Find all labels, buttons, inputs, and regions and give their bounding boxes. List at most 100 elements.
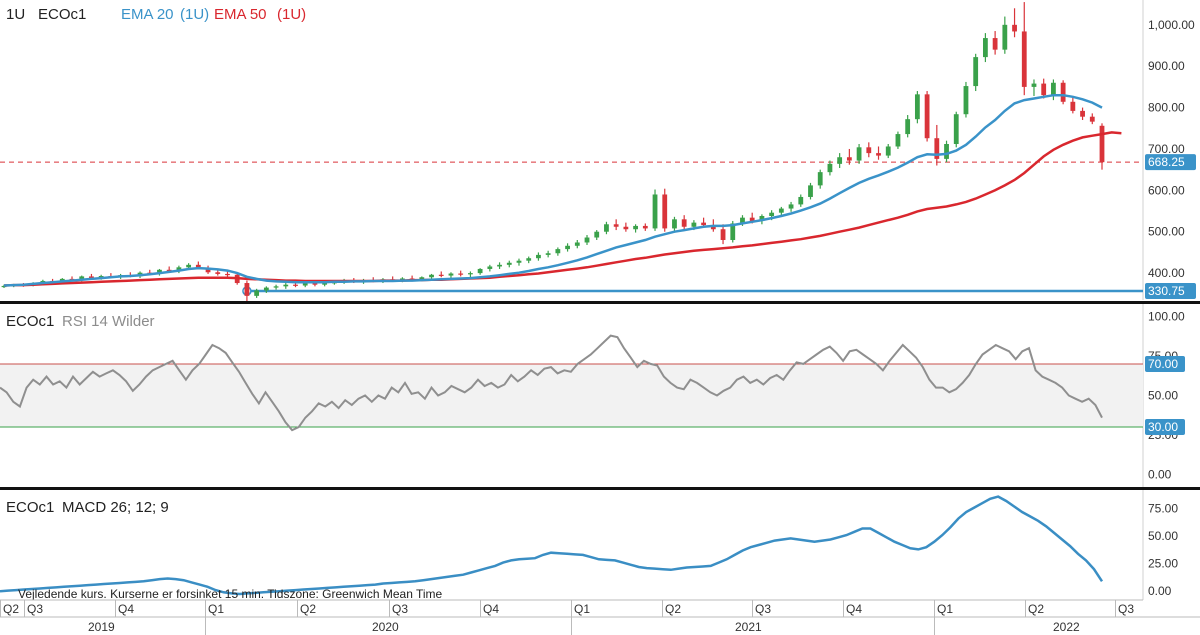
candle-body xyxy=(944,144,949,159)
candle xyxy=(516,258,522,266)
candle-body xyxy=(419,277,425,280)
candle-body xyxy=(1080,110,1085,117)
candle-body xyxy=(506,262,512,265)
quarter-label: Q3 xyxy=(392,602,408,616)
year-label: 2019 xyxy=(88,620,115,634)
candle-body xyxy=(953,114,959,144)
candle xyxy=(953,111,959,148)
candle xyxy=(672,216,677,233)
candle xyxy=(642,223,648,231)
candle-body xyxy=(1041,83,1047,96)
candle-body xyxy=(545,253,551,255)
candle-body xyxy=(604,224,609,232)
candle-body xyxy=(982,38,988,58)
candle-body xyxy=(759,216,765,221)
candle-body xyxy=(652,194,658,229)
candle-body xyxy=(302,283,308,286)
rsi-tick-label: 0.00 xyxy=(1148,467,1172,481)
candle-body xyxy=(584,237,590,243)
price-tick-label: 800.00 xyxy=(1148,101,1185,115)
quarter-label: Q2 xyxy=(665,602,681,616)
candle xyxy=(584,235,590,245)
candle xyxy=(1002,16,1008,54)
candle-body xyxy=(1089,116,1095,122)
price-tick-label: 600.00 xyxy=(1148,183,1185,197)
candle xyxy=(827,160,833,176)
quarter-label: Q1 xyxy=(208,602,224,616)
candle xyxy=(720,224,726,245)
candle xyxy=(1051,79,1056,101)
candle-body xyxy=(1051,82,1056,96)
candle xyxy=(594,230,600,240)
candle xyxy=(526,256,532,264)
candle-body xyxy=(555,249,561,254)
candle-body xyxy=(244,283,250,296)
macd-symbol: ECOc1 xyxy=(6,499,54,516)
candle-body xyxy=(866,147,872,154)
quarter-label: Q3 xyxy=(27,602,43,616)
candle-body xyxy=(691,222,697,227)
macd-label: MACD 26; 12; 9 xyxy=(62,499,169,516)
candle-body xyxy=(934,138,940,159)
candle-body xyxy=(769,212,775,216)
candle xyxy=(934,124,940,166)
macd-tick-label: 0.00 xyxy=(1148,584,1172,598)
candle xyxy=(876,146,881,160)
candle xyxy=(817,169,823,189)
candle-body xyxy=(565,245,570,250)
macd-tick-label: 50.00 xyxy=(1148,529,1178,543)
candle xyxy=(982,33,988,63)
candle xyxy=(283,283,289,289)
candle-body xyxy=(1002,24,1008,50)
symbol-label: ECOc1 xyxy=(38,6,86,23)
price-tick-label: 400.00 xyxy=(1148,266,1185,280)
candle-body xyxy=(166,269,172,272)
candle-body xyxy=(497,264,502,267)
candle-body xyxy=(458,273,464,275)
ema20-period: (1U) xyxy=(180,6,209,23)
candle xyxy=(1021,2,1027,96)
candle-body xyxy=(526,258,532,261)
candle-body xyxy=(1,285,7,288)
candle xyxy=(662,188,668,232)
candle xyxy=(555,247,561,256)
interval-label: 1U xyxy=(6,6,25,23)
candle-body xyxy=(778,208,784,213)
panel-divider[interactable] xyxy=(0,487,1200,490)
candle-body xyxy=(1031,83,1037,87)
candle-body xyxy=(895,134,901,147)
quarter-label: Q2 xyxy=(1028,602,1044,616)
candle-body xyxy=(1099,125,1105,163)
candle-body xyxy=(594,231,600,238)
panel-divider[interactable] xyxy=(0,301,1200,304)
candle xyxy=(1041,78,1047,99)
candle-body xyxy=(283,284,289,287)
quarter-labels: Q2 Q3 Q4 Q1 Q2 Q3 Q4 Q1 Q2 Q3 Q4 Q1 Q2 Q3 xyxy=(0,600,1134,617)
price-tick-label: 1,000.00 xyxy=(1148,18,1195,32)
ema50-period: (1U) xyxy=(277,6,306,23)
candle-body xyxy=(798,196,804,205)
rsi-tick-label: 50.00 xyxy=(1148,389,1178,403)
candle-body xyxy=(293,284,298,286)
ema50-legend: EMA 50 xyxy=(214,6,267,23)
candle-body xyxy=(924,94,930,139)
candle xyxy=(574,240,580,249)
price-tick-label: 500.00 xyxy=(1148,225,1185,239)
candle-body xyxy=(749,217,755,221)
candle-body xyxy=(672,219,677,229)
time-axis[interactable]: Q2 Q3 Q4 Q1 Q2 Q3 Q4 Q1 Q2 Q3 Q4 Q1 Q2 Q3 2019 2020 202… xyxy=(0,599,1200,635)
candle xyxy=(963,81,969,118)
candle-body xyxy=(817,172,823,186)
candle xyxy=(623,222,629,232)
candle xyxy=(458,270,464,277)
rsi-header: ECOc1 RSI 14 Wilder xyxy=(6,313,155,330)
rsi-upper-tag: 70.00 xyxy=(1145,355,1185,372)
quarter-label: Q1 xyxy=(574,602,590,616)
candle-body xyxy=(963,86,969,115)
candle-body xyxy=(176,267,182,272)
candle-body xyxy=(876,153,881,156)
candle xyxy=(429,273,434,279)
rsi-tick-label: 100.00 xyxy=(1148,310,1185,324)
candle xyxy=(254,288,260,298)
candle xyxy=(778,206,784,216)
